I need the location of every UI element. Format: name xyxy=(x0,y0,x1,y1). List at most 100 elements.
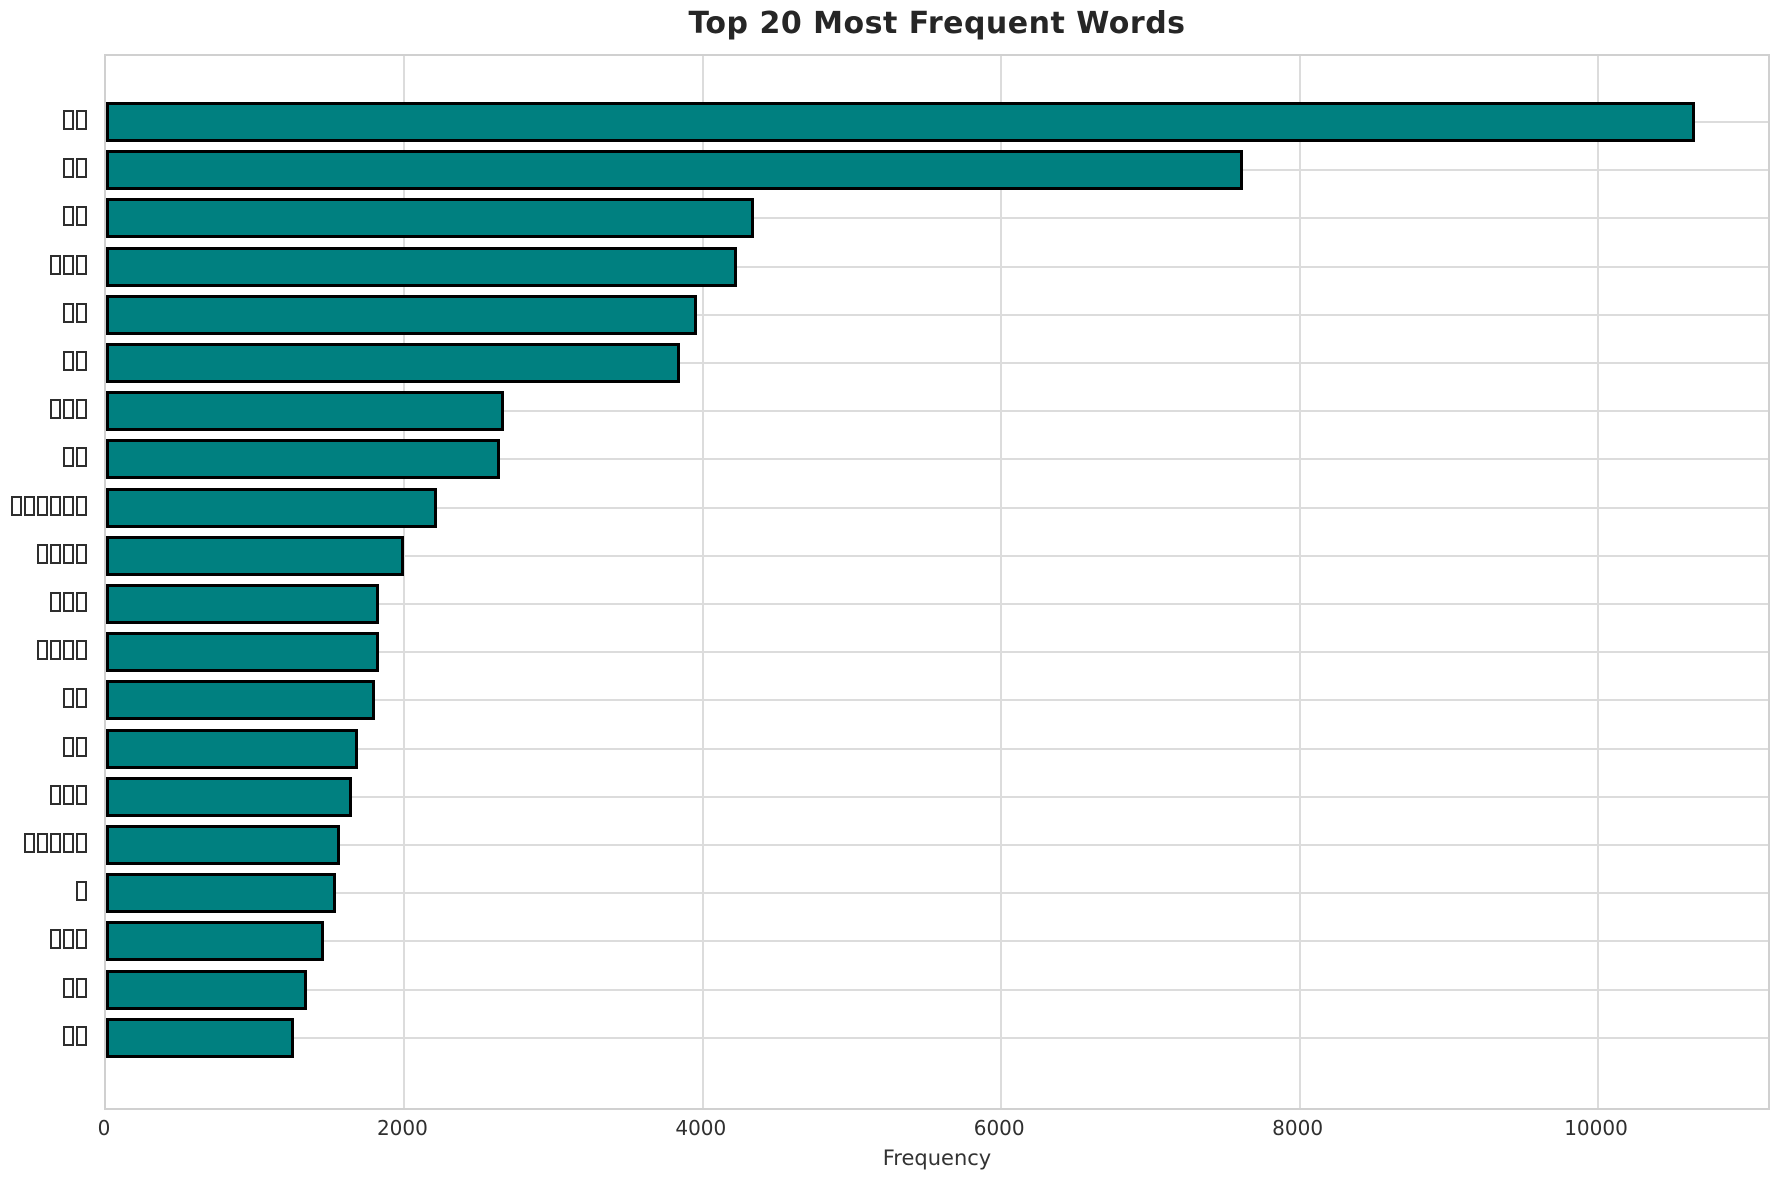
tofu-glyph xyxy=(63,543,74,564)
h-gridline xyxy=(106,1036,1768,1039)
y-tick-label xyxy=(62,110,88,130)
y-tick-label xyxy=(62,1025,88,1046)
h-gridline xyxy=(106,410,1768,413)
y-tick-label xyxy=(36,543,88,564)
tofu-glyph xyxy=(63,447,74,468)
tofu-glyph xyxy=(50,495,61,516)
h-gridline xyxy=(106,795,1768,798)
tofu-glyph xyxy=(63,833,74,853)
tofu-glyph xyxy=(63,929,74,950)
tofu-glyph xyxy=(76,736,87,757)
bar xyxy=(106,680,375,721)
tofu-glyph xyxy=(76,929,87,950)
h-gridline xyxy=(106,747,1768,750)
tofu-glyph xyxy=(24,495,35,516)
tofu-glyph xyxy=(50,784,61,805)
y-tick-label xyxy=(62,158,88,179)
h-gridline xyxy=(106,313,1768,316)
v-gridline xyxy=(1298,56,1301,1108)
h-gridline xyxy=(106,603,1768,605)
tofu-glyph xyxy=(63,351,74,371)
tofu-glyph xyxy=(63,688,74,709)
tofu-glyph xyxy=(76,543,87,564)
tofu-glyph xyxy=(63,206,74,227)
tofu-glyph xyxy=(63,640,74,661)
v-gridline xyxy=(1597,56,1599,1108)
y-tick-label xyxy=(23,833,88,853)
tofu-glyph xyxy=(63,784,74,805)
y-tick-label xyxy=(10,495,88,516)
h-gridline xyxy=(106,651,1768,654)
h-gridline xyxy=(106,892,1768,895)
tofu-glyph xyxy=(50,640,61,661)
bar xyxy=(106,391,504,432)
x-tick-label: 6000 xyxy=(973,1116,1025,1140)
bar xyxy=(106,873,336,914)
bar xyxy=(106,198,754,239)
h-gridline xyxy=(106,265,1768,268)
y-tick-label xyxy=(62,688,88,709)
y-tick-label xyxy=(62,447,88,468)
tofu-glyph xyxy=(76,495,87,516)
h-gridline xyxy=(106,699,1768,702)
bar xyxy=(106,632,379,673)
y-tick-label xyxy=(62,736,88,757)
y-tick-label xyxy=(49,254,88,275)
x-tick-label: 4000 xyxy=(675,1116,727,1140)
bar xyxy=(106,150,1243,191)
tofu-glyph xyxy=(24,833,35,853)
tofu-glyph xyxy=(50,833,61,853)
y-tick-label xyxy=(49,929,88,950)
tofu-glyph xyxy=(76,351,87,371)
h-gridline xyxy=(106,506,1768,509)
y-tick-label xyxy=(62,977,88,998)
bar xyxy=(106,439,500,480)
tofu-glyph xyxy=(76,833,87,853)
tofu-glyph xyxy=(63,495,74,516)
tofu-glyph xyxy=(63,592,74,612)
plot-area xyxy=(104,54,1770,1110)
bar xyxy=(106,825,340,865)
h-gridline xyxy=(106,554,1768,557)
bar xyxy=(106,535,404,576)
y-tick-label xyxy=(49,399,88,420)
tofu-glyph xyxy=(76,1025,87,1046)
x-tick-label: 2000 xyxy=(376,1116,428,1140)
tofu-glyph xyxy=(63,399,74,420)
tofu-glyph xyxy=(76,206,87,227)
tofu-glyph xyxy=(76,688,87,709)
tofu-glyph xyxy=(63,977,74,998)
tofu-glyph xyxy=(76,592,87,612)
h-gridline xyxy=(106,844,1768,846)
tofu-glyph xyxy=(76,447,87,468)
bar xyxy=(106,969,307,1010)
tofu-glyph xyxy=(76,640,87,661)
v-gridline xyxy=(701,56,704,1108)
y-tick-label xyxy=(36,640,88,661)
h-gridline xyxy=(106,988,1768,991)
bar xyxy=(106,1017,294,1058)
tofu-glyph xyxy=(63,110,74,130)
tofu-glyph xyxy=(37,495,48,516)
bar xyxy=(106,776,352,817)
tofu-glyph xyxy=(50,543,61,564)
bar xyxy=(106,343,680,383)
x-tick-label: 10000 xyxy=(1564,1116,1628,1140)
tofu-glyph xyxy=(63,302,74,323)
bar xyxy=(106,921,324,962)
bar xyxy=(106,102,1695,142)
tofu-glyph xyxy=(63,158,74,179)
tofu-glyph xyxy=(50,929,61,950)
tofu-glyph xyxy=(50,592,61,612)
bar xyxy=(106,487,437,528)
x-tick-label: 8000 xyxy=(1272,1116,1324,1140)
chart-title: Top 20 Most Frequent Words xyxy=(688,6,1186,41)
x-tick-label: 0 xyxy=(97,1116,111,1140)
y-tick-label xyxy=(49,784,88,805)
x-axis-label: Frequency xyxy=(882,1146,992,1170)
tofu-glyph xyxy=(63,1025,74,1046)
y-tick-label xyxy=(62,302,88,323)
y-tick-label xyxy=(62,351,88,371)
h-gridline xyxy=(106,458,1768,461)
